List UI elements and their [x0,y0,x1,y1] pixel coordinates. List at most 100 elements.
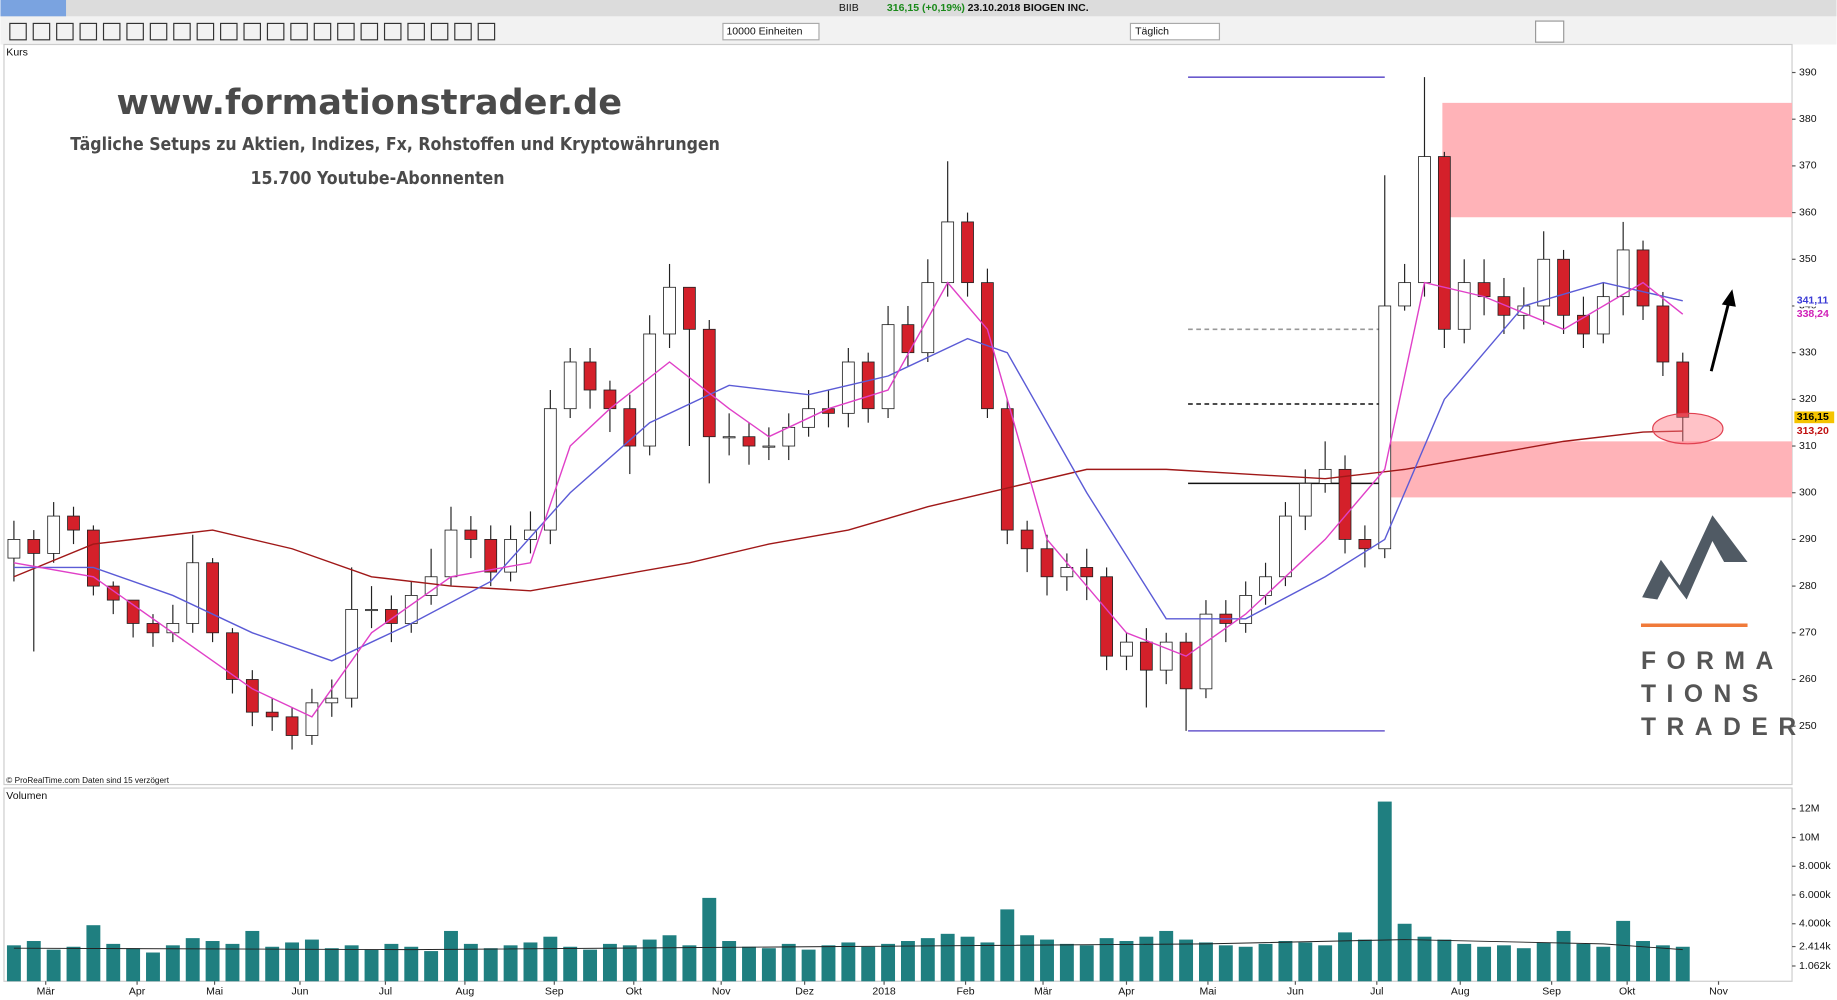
candle-body [245,679,259,713]
x-tick-label: Aug [1451,986,1470,998]
x-tick-label: Apr [1118,986,1135,998]
volume-bar [1397,923,1412,982]
volume-bar [821,945,836,982]
candle-body [424,576,438,596]
volume-bar [126,948,141,982]
x-tick-label: Dez [795,986,814,998]
y-tick-label: 390 [1799,66,1817,78]
x-tick-label: Feb [956,986,974,998]
x-tick-label: Mai [206,986,223,998]
logo-text: TIONS [1641,681,1769,708]
candle-body [1259,576,1272,596]
instrument-info: 23.10.2018 BIOGEN INC. [968,2,1089,14]
volume-bar [1179,939,1194,982]
volume-bar [583,949,598,982]
candle-body [1100,576,1113,657]
volume-bar [26,941,41,982]
candle-body [742,436,756,447]
interval: Täglich [1135,25,1169,37]
window-controls[interactable] [0,0,67,17]
volume-bar [1258,943,1273,982]
volume-bar [503,945,518,982]
volume-bar [1616,920,1631,982]
volume-bar [1298,942,1313,982]
candle-body [464,529,478,540]
candle-body [524,529,537,540]
y-tick-label: 280 [1799,580,1817,592]
candle-body [186,562,200,624]
logo-text: FORMA [1641,648,1784,675]
y-tick-label: 310 [1799,440,1817,452]
volume-bar [225,943,240,982]
candle-body [1179,641,1193,690]
volume-bar [960,936,975,982]
volume-bar [1119,941,1134,982]
candle-body [226,632,239,680]
candle-body [1318,468,1332,484]
volume-bar [1099,938,1114,982]
volume-bar [66,946,81,982]
y-tick-label: 320 [1799,393,1817,405]
volume-bar [642,939,657,982]
candle-body [1120,641,1133,657]
y-tick-label: 330 [1799,346,1817,358]
y-tick-label: 370 [1799,160,1817,172]
y-tick-label: 4.000k [1799,918,1831,930]
price-tag-label: 341,11 [1797,295,1829,307]
candle-body [1378,305,1392,550]
interval-dropdown[interactable] [1129,22,1221,41]
y-tick-label: 6.000k [1799,889,1831,901]
logo-text: TRADER [1641,714,1807,741]
volume-bar [920,938,935,982]
volume-bar [1536,942,1551,982]
y-tick-label: 1.062k [1799,960,1831,972]
tagline: Tägliche Setups zu Aktien, Indizes, Fx, … [70,135,720,155]
volume-bar [1139,936,1154,982]
volume-bar [404,946,419,982]
chart-style-button[interactable] [1535,20,1565,43]
candle-body [782,426,796,447]
volume-bar [722,941,737,982]
volume-bar [106,943,121,982]
volume-bar [1318,945,1333,982]
quote: 316,15 (+0,19%) [887,2,965,14]
volume-bar [463,943,478,982]
volume-bar [344,945,359,982]
volume-bar [245,930,260,982]
candle-body [861,361,875,410]
x-tick-label: Okt [1619,986,1635,998]
candle-body [285,716,299,736]
units-dropdown[interactable] [722,22,820,41]
price-pane-title: Kurs [6,46,28,58]
y-tick-label: 270 [1799,627,1817,639]
y-tick-label: 290 [1799,533,1817,545]
candle-body [961,221,974,284]
drawing-tools[interactable] [9,22,496,41]
candle-body [47,515,61,554]
volume-bar [543,936,558,982]
candle-body [1338,468,1352,540]
candle-body [305,702,319,736]
volume-average [13,939,1683,951]
candle-body [623,408,637,447]
candle-body [702,328,716,438]
highlight-ellipse [1652,412,1724,445]
volume-bar [1497,945,1511,982]
volume-bar [682,945,697,982]
y-tick-label: 350 [1799,253,1817,265]
volume-bar [205,941,220,982]
candle-body [27,539,41,554]
candle-body [583,361,597,391]
volume-bar [86,925,101,982]
volume-bar [1556,930,1571,982]
price-tag-label: 316,15 [1797,411,1829,423]
volume-bar [1338,932,1352,982]
volume-bar [1675,946,1690,982]
volume-bar [1020,935,1035,982]
volume-bar [1477,946,1492,982]
candle-body [543,408,557,531]
volume-bar [1457,943,1472,982]
candle-body [1437,156,1451,330]
